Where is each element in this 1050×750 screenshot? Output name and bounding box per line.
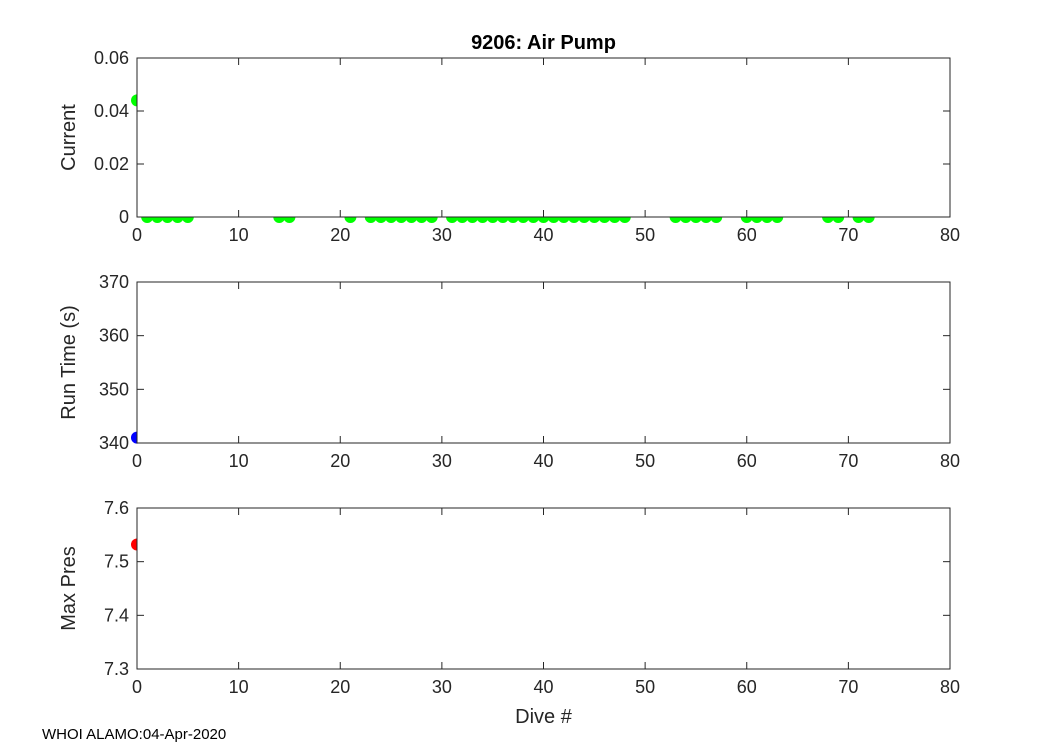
y-tick-label: 7.3 <box>104 659 129 679</box>
x-tick-label: 30 <box>432 225 452 245</box>
x-tick-label: 10 <box>229 225 249 245</box>
x-tick-label: 20 <box>330 225 350 245</box>
subplot-2: 0 10 20 30 40 50 60 70 80 340 350 360 370 Run Time (s… <box>58 272 960 471</box>
y-tick-label: 0.04 <box>94 101 129 121</box>
x-tick-label: 0 <box>132 677 142 697</box>
y-tick-label: 370 <box>99 272 129 292</box>
y-axis-label: Current <box>58 104 80 171</box>
y-axis-label: Run Time (s) <box>58 305 80 419</box>
x-tick-label: 10 <box>229 677 249 697</box>
y-tick-label: 340 <box>99 433 129 453</box>
chart-title: 9206: Air Pump <box>471 32 616 54</box>
x-tick-label: 30 <box>432 451 452 471</box>
y-axis-label: Max Pres <box>58 546 80 630</box>
x-tick-label: 70 <box>838 451 858 471</box>
y-tick-label: 360 <box>99 326 129 346</box>
x-tick-label: 40 <box>533 677 553 697</box>
y-tick-label: 7.4 <box>104 605 129 625</box>
x-tick-label: 70 <box>838 225 858 245</box>
x-tick-label: 50 <box>635 677 655 697</box>
axes-box <box>136 57 951 218</box>
axes-box <box>136 507 951 670</box>
x-tick-label: 50 <box>635 225 655 245</box>
x-tick-label: 60 <box>737 225 757 245</box>
y-tick-label: 7.5 <box>104 552 129 572</box>
x-tick-label: 0 <box>132 451 142 471</box>
y-tick-label: 0.02 <box>94 154 129 174</box>
x-tick-label: 80 <box>940 677 960 697</box>
x-tick-label: 0 <box>132 225 142 245</box>
subplot-3: 0 10 20 30 40 50 60 70 80 7.3 7.4 7.5 7.6 Max Pres Div… <box>58 498 960 728</box>
y-tick-label: 0.06 <box>94 48 129 68</box>
x-tick-label: 20 <box>330 451 350 471</box>
x-tick-label: 80 <box>940 225 960 245</box>
x-tick-label: 20 <box>330 677 350 697</box>
axes-box <box>136 281 951 444</box>
x-tick-label: 40 <box>533 225 553 245</box>
x-tick-label: 30 <box>432 677 452 697</box>
y-tick-label: 0 <box>119 207 129 227</box>
footer-stamp: WHOI ALAMO:04-Apr-2020 <box>42 726 227 743</box>
y-tick-label: 7.6 <box>104 498 129 518</box>
x-tick-label: 50 <box>635 451 655 471</box>
x-tick-label: 10 <box>229 451 249 471</box>
x-tick-label: 70 <box>838 677 858 697</box>
subplot-1: 0 10 20 30 40 50 60 70 80 0 0.02 0.04 0.06 Current 920… <box>58 32 960 245</box>
x-tick-label: 60 <box>737 677 757 697</box>
y-tick-label: 350 <box>99 379 129 399</box>
x-axis-label: Dive # <box>515 706 573 728</box>
x-tick-label: 40 <box>533 451 553 471</box>
x-tick-label: 80 <box>940 451 960 471</box>
x-tick-label: 60 <box>737 451 757 471</box>
